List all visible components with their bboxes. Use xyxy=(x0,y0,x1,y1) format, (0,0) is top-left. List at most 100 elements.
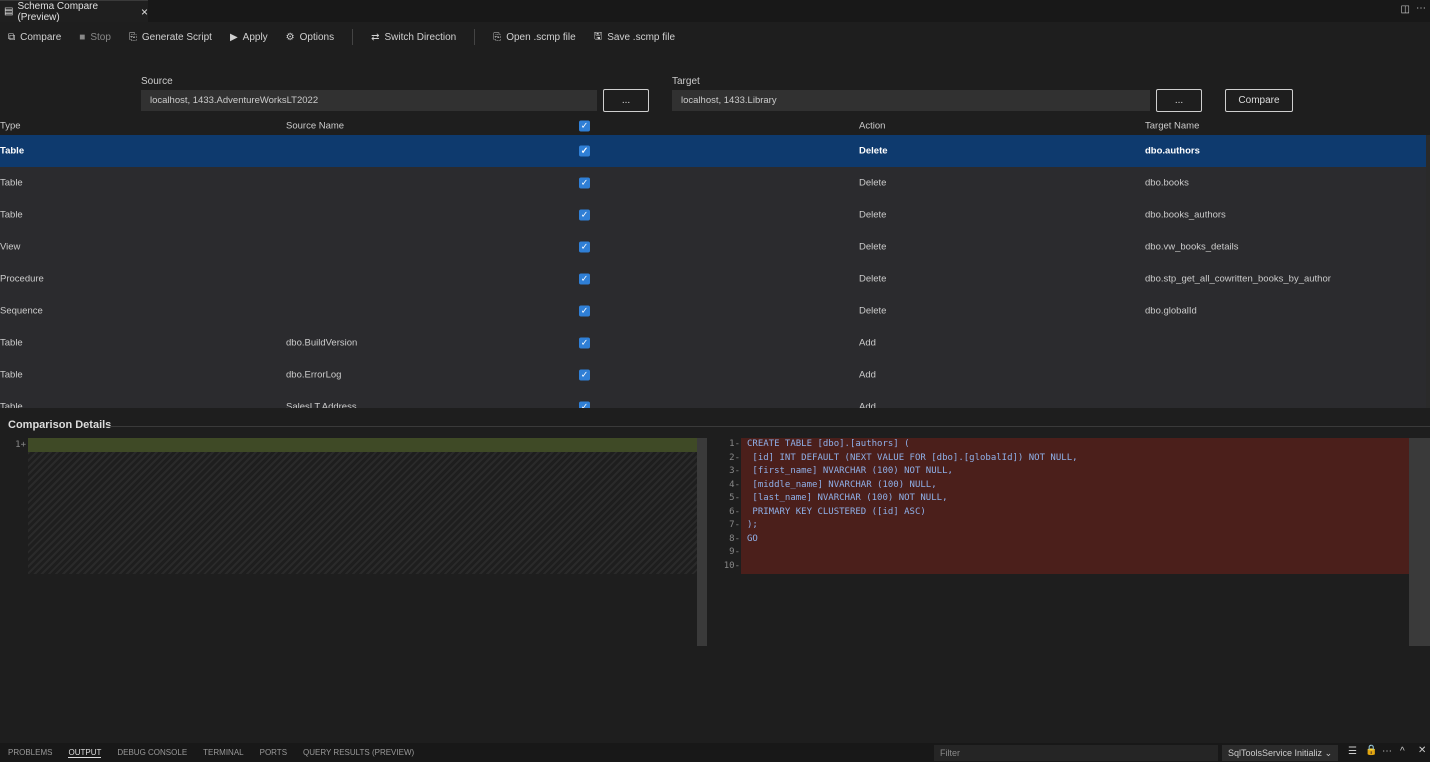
compare-button[interactable]: ⧉ Compare xyxy=(8,32,61,43)
table-row[interactable]: Table ✓ Delete dbo.books xyxy=(0,167,1426,199)
table-scrollbar[interactable] xyxy=(1426,135,1430,408)
line-number: 2- xyxy=(729,452,740,463)
compare-button[interactable]: Compare xyxy=(1225,89,1293,112)
header-target-name: Target Name xyxy=(1145,120,1200,131)
split-editor-icon[interactable]: ◫ xyxy=(1400,4,1410,15)
list-icon[interactable]: ☰ xyxy=(1348,746,1357,757)
target-input[interactable] xyxy=(672,90,1150,111)
row-include-checkbox[interactable]: ✓ xyxy=(579,209,590,221)
code-line: PRIMARY KEY CLUSTERED ([id] ASC) xyxy=(747,506,926,517)
table-row[interactable]: Table dbo.ErrorLog ✓ Add xyxy=(0,359,1426,391)
code-line: GO xyxy=(747,533,758,544)
tab-title: Schema Compare (Preview) xyxy=(17,0,99,23)
row-target-name: dbo.books xyxy=(1145,177,1189,189)
divider xyxy=(105,426,1430,427)
code-line: [last_name] NVARCHAR (100) NOT NULL, xyxy=(747,493,948,503)
stop-icon: ■ xyxy=(79,31,86,43)
line-number: 7- xyxy=(729,520,740,530)
row-action: Delete xyxy=(859,241,887,253)
more-icon[interactable]: ⋯ xyxy=(1382,746,1392,757)
chevron-up-icon[interactable]: ^ xyxy=(1400,746,1405,757)
switch-icon: ⇄ xyxy=(371,31,380,43)
source-browse-button[interactable]: ... xyxy=(603,89,649,112)
tab-schema-compare[interactable]: ▤ Schema Compare (Preview) × xyxy=(0,0,148,23)
table-row[interactable]: Table ✓ Delete dbo.books_authors xyxy=(0,199,1426,231)
row-action: Delete xyxy=(859,209,887,221)
right-scrollbar[interactable] xyxy=(1409,438,1430,646)
open-scmp-file-button[interactable]: ⎘ Open .scmp file xyxy=(493,32,575,43)
panel-tab-ports[interactable]: PORTS xyxy=(259,748,288,757)
source-diff-pane xyxy=(28,438,697,574)
save-icon: 🖫 xyxy=(593,30,603,42)
more-icon[interactable]: ⋯ xyxy=(1416,3,1426,14)
row-type: Table xyxy=(0,145,25,157)
lock-icon[interactable]: 🔒 xyxy=(1365,745,1378,756)
code-line xyxy=(741,561,747,575)
close-icon[interactable]: × xyxy=(140,4,148,19)
button-label: Compare xyxy=(20,31,62,43)
row-target-name: dbo.stp_get_all_cowritten_books_by_autho… xyxy=(1145,273,1331,285)
row-include-checkbox[interactable]: ✓ xyxy=(579,337,590,349)
switch-direction-button[interactable]: ⇄ Switch Direction xyxy=(371,32,456,43)
generate-script-button[interactable]: ⎘ Generate Script xyxy=(129,32,212,43)
row-action: Delete xyxy=(859,145,888,157)
target-browse-button[interactable]: ... xyxy=(1156,89,1202,112)
script-icon: ⎘ xyxy=(128,31,137,43)
button-label: Options xyxy=(299,31,335,43)
row-action: Add xyxy=(859,369,876,381)
row-include-checkbox[interactable]: ✓ xyxy=(579,241,590,253)
table-row[interactable]: Table dbo.BuildVersion ✓ Add xyxy=(0,327,1426,359)
stop-button[interactable]: ■ Stop xyxy=(79,32,111,43)
play-icon: ▶ xyxy=(229,31,238,43)
panel-tab-output[interactable]: OUTPUT xyxy=(68,747,102,758)
panel-tab-query-results-preview[interactable]: QUERY RESULTS (PREVIEW) xyxy=(303,748,415,757)
row-include-checkbox[interactable]: ✓ xyxy=(579,401,590,408)
compare-icon: ⧉ xyxy=(8,31,16,43)
code-line: [id] INT DEFAULT (NEXT VALUE FOR [dbo].[… xyxy=(747,452,1078,463)
table-row[interactable]: Sequence ✓ Delete dbo.globalId xyxy=(0,295,1426,327)
row-target-name: dbo.globalId xyxy=(1145,305,1197,317)
row-source-name: dbo.ErrorLog xyxy=(286,369,342,381)
line-number: 1- xyxy=(729,439,740,449)
filter-input[interactable]: Filter xyxy=(934,745,1218,761)
line-number: 10- xyxy=(723,560,740,571)
panel-tab-problems[interactable]: PROBLEMS xyxy=(8,748,53,757)
row-type: View xyxy=(0,241,21,253)
target-label: Target xyxy=(672,76,700,87)
row-type: Table xyxy=(0,209,23,221)
toolbar-separator xyxy=(474,29,476,45)
target-diff-pane: CREATE TABLE [dbo].[authors] ( [id] INT … xyxy=(741,438,1419,574)
code-line: [first_name] NVARCHAR (100) NOT NULL, xyxy=(747,466,953,476)
row-source-name: dbo.BuildVersion xyxy=(286,337,358,349)
options-button[interactable]: ⚙ Options xyxy=(286,32,334,43)
comparison-details-title: Comparison Details xyxy=(8,419,112,431)
table-row[interactable]: Table SalesLT.Address ✓ Add xyxy=(0,391,1426,408)
line-number: 6- xyxy=(729,506,740,517)
button-label: Stop xyxy=(90,31,111,43)
chevron-down-icon: ⌄ xyxy=(1324,748,1333,758)
row-include-checkbox[interactable]: ✓ xyxy=(579,273,590,285)
output-channel-select[interactable]: SqlToolsService Initializ ⌄ xyxy=(1222,745,1339,761)
panel-tab-debug-console[interactable]: DEBUG CONSOLE xyxy=(117,748,188,757)
close-icon[interactable]: ✕ xyxy=(1418,745,1427,756)
left-scrollbar[interactable] xyxy=(697,438,707,646)
row-action: Delete xyxy=(859,305,887,317)
row-include-checkbox[interactable]: ✓ xyxy=(579,145,590,157)
row-include-checkbox[interactable]: ✓ xyxy=(579,177,590,189)
table-row[interactable]: Table ✓ Delete dbo.authors xyxy=(0,135,1426,167)
row-include-checkbox[interactable]: ✓ xyxy=(579,369,590,381)
table-row[interactable]: View ✓ Delete dbo.vw_books_details xyxy=(0,231,1426,263)
code-line: ); xyxy=(747,520,758,530)
apply-button[interactable]: ▶ Apply xyxy=(230,32,268,43)
panel-tab-terminal[interactable]: TERMINAL xyxy=(203,748,244,757)
line-number: 9- xyxy=(729,547,740,557)
editor-tab-bar: ▤ Schema Compare (Preview) × ◫ ⋯ xyxy=(0,0,1430,23)
select-all-checkbox[interactable]: ✓ xyxy=(579,120,590,131)
save-scmp-file-button[interactable]: 🖫 Save .scmp file xyxy=(594,29,675,46)
table-row[interactable]: Procedure ✓ Delete dbo.stp_get_all_cowri… xyxy=(0,263,1426,295)
source-input[interactable] xyxy=(141,90,597,111)
row-type: Table xyxy=(0,401,23,409)
row-target-name: dbo.authors xyxy=(1145,145,1200,157)
row-action: Delete xyxy=(859,177,887,189)
row-include-checkbox[interactable]: ✓ xyxy=(579,305,590,317)
